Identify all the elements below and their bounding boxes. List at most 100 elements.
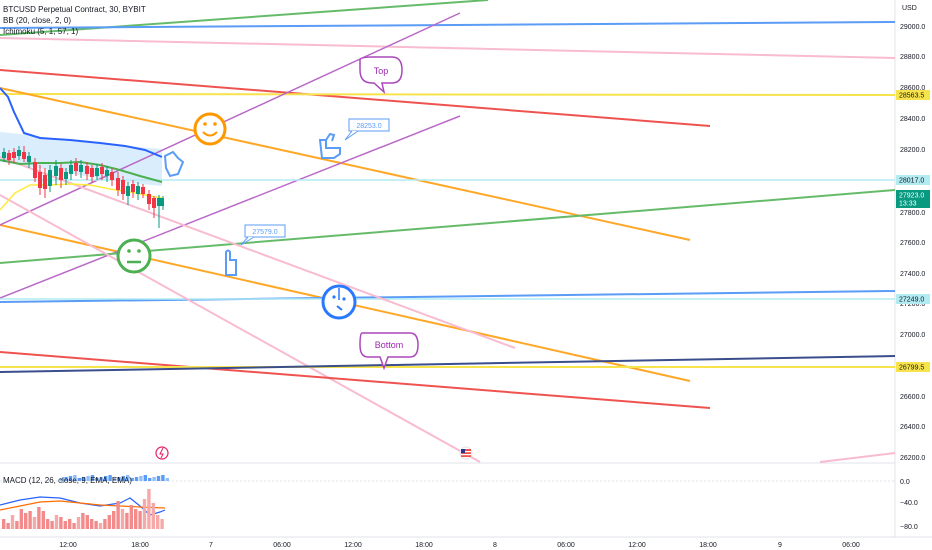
macd-histogram-bar: [116, 501, 120, 529]
macd-tick: 0.0: [900, 479, 910, 486]
macd-histogram-bar-up: [60, 478, 64, 481]
macd-histogram-bar: [50, 521, 54, 529]
trendline-pink-right[interactable]: [819, 452, 896, 463]
macd-histogram-bar-up: [134, 477, 139, 481]
signal-line: [0, 500, 166, 511]
trendline-purple-1[interactable]: [0, 12, 461, 226]
macd-histogram-bar: [68, 519, 72, 529]
macd-histogram-bar: [85, 515, 89, 529]
macd-histogram-bar: [120, 509, 125, 529]
macd-histogram-bar: [41, 511, 45, 529]
trendline-red-top[interactable]: [0, 69, 711, 127]
macd-histogram-bar-up: [112, 478, 117, 481]
macd-axis[interactable]: 0.0 −40.0 −80.0: [900, 479, 918, 531]
candles: [2, 146, 164, 228]
macd-histogram-bar: [28, 511, 32, 529]
macd-histogram-bar: [147, 489, 151, 529]
time-tick: 18:00: [699, 542, 717, 549]
price-tick: 27400.0: [900, 271, 925, 278]
flash-icon[interactable]: [155, 446, 169, 460]
callout-bottom-label: Bottom: [375, 340, 404, 350]
macd-histogram-bar: [24, 513, 28, 529]
smiley-neutral-icon[interactable]: [116, 238, 152, 274]
trendline-orange-1[interactable]: [0, 87, 691, 241]
price-note-2[interactable]: 27579.0: [240, 224, 286, 246]
trendline-purple-2[interactable]: [0, 115, 461, 299]
us-flag-icon[interactable]: [459, 446, 473, 460]
macd-histogram-bar-up: [117, 477, 121, 481]
macd-histogram-bar-up: [90, 475, 95, 481]
trendline-red-bottom[interactable]: [0, 351, 711, 409]
macd-histogram-bar-up: [68, 476, 73, 481]
price-note-1[interactable]: 28253.0: [344, 118, 390, 141]
macd-histogram-bar: [2, 519, 6, 529]
time-axis[interactable]: 12:00 18:00 7 06:00 12:00 18:00 8 06:00 12:00 18:…: [59, 542, 860, 549]
macd-pane: [0, 475, 895, 529]
trendline-pink-low[interactable]: [0, 194, 481, 463]
time-tick: 06:00: [557, 542, 575, 549]
macd-histogram-bar-up: [161, 475, 165, 481]
legend-symbol[interactable]: BTCUSD Perpetual Contract, 30, BYBIT: [3, 5, 146, 14]
trendline-green-top[interactable]: [0, 0, 489, 36]
macd-tick: −80.0: [900, 524, 918, 531]
legend-macd[interactable]: MACD (12, 26, close, 9, EMA, EMA): [3, 476, 132, 485]
macd-histogram-bar: [76, 517, 81, 529]
macd-histogram-bar: [37, 507, 41, 529]
macd-histogram-bar-up: [130, 478, 134, 481]
callout-bottom[interactable]: Bottom: [359, 332, 419, 371]
time-tick: 06:00: [842, 542, 860, 549]
macd-histogram-bar-up: [82, 477, 86, 481]
price-tick: 27000.0: [900, 332, 925, 339]
macd-histogram-bar: [72, 523, 76, 529]
trendline-pink-top[interactable]: [0, 37, 896, 59]
trendline-blue-top[interactable]: [0, 21, 896, 29]
macd-histogram-bar-up: [156, 476, 161, 481]
price-tick: 27800.0: [900, 210, 925, 217]
macd-histogram-bar-up: [152, 477, 156, 481]
macd-histogram-bar: [151, 503, 155, 529]
macd-histogram-bar-up: [64, 477, 68, 481]
legend-ichimoku[interactable]: Ichimoku (5, 1, 57, 1): [3, 27, 79, 36]
time-tick: 8: [493, 542, 497, 549]
macd-histogram-bar: [54, 515, 59, 529]
price-tag-label: 27923.0: [899, 193, 924, 200]
thumbs-up-hand-icon[interactable]: [318, 132, 341, 159]
trendline-blue-mid[interactable]: [0, 290, 896, 303]
price-tags: 28563.5 28017.0 27923.013:33 27249.0 26799.5: [896, 90, 930, 372]
trendline-pink-mid[interactable]: [0, 156, 516, 349]
price-tick: 29000.0: [900, 24, 925, 31]
smiley-confused-icon[interactable]: [321, 284, 357, 320]
macd-histogram-bar-up: [126, 475, 130, 481]
hline-yellow-top[interactable]: [0, 93, 896, 96]
macd-histogram-bar: [19, 509, 23, 529]
price-axis[interactable]: 29000.0 28800.0 28600.0 28400.0 28200.0 27800…: [900, 24, 925, 462]
price-tag: 28017.0: [896, 175, 930, 185]
macd-histogram-bar-up: [77, 478, 81, 481]
macd-histogram-bar: [15, 521, 19, 529]
time-tick: 12:00: [628, 542, 646, 549]
chart-legend[interactable]: BTCUSD Perpetual Contract, 30, BYBIT BB …: [3, 4, 146, 37]
legend-bb[interactable]: BB (20, close, 2, 0): [3, 16, 72, 25]
price-tick: 27200.0: [900, 301, 925, 308]
bb-basis: [0, 159, 163, 183]
trendline-navy[interactable]: [0, 355, 896, 373]
time-tick: 12:00: [59, 542, 77, 549]
macd-histogram-bar: [129, 505, 133, 529]
price-tick: 28200.0: [900, 147, 925, 154]
smiley-happy-icon[interactable]: [193, 112, 227, 146]
callout-top[interactable]: Top: [359, 56, 403, 95]
price-tick: 28400.0: [900, 116, 925, 123]
macd-histogram-bar: [10, 515, 15, 529]
pointing-hand-icon[interactable]: [225, 249, 237, 276]
hand-on-chart-icon[interactable]: [163, 150, 185, 178]
price-tick: 26400.0: [900, 424, 925, 431]
macd-histogram-bar: [81, 513, 85, 529]
currency-label: USD: [902, 5, 917, 12]
macd-histogram-bar: [125, 513, 129, 529]
macd-histogram-bar: [156, 515, 160, 529]
macd-histogram-bar: [160, 519, 164, 529]
macd-histogram-bar: [107, 515, 111, 529]
macd-histogram-bar: [63, 521, 67, 529]
macd-histogram-bar-up: [95, 478, 99, 481]
